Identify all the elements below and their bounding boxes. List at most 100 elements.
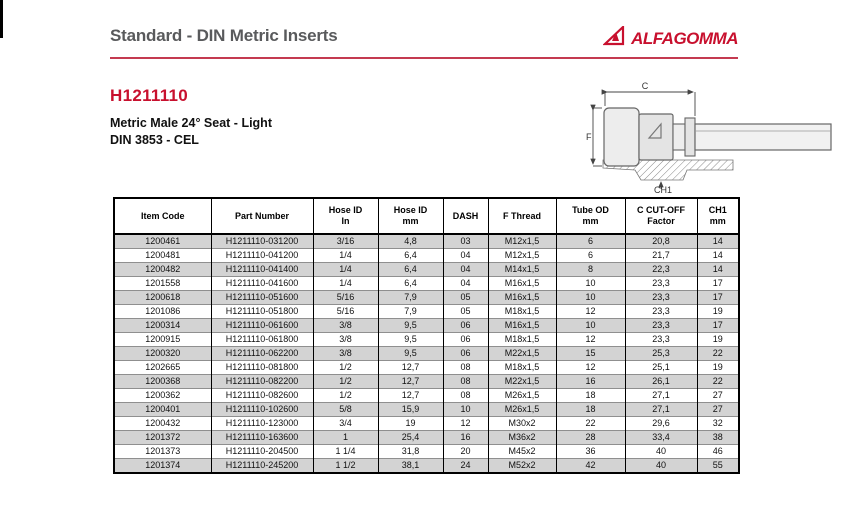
table-cell: 22 [555,416,626,431]
table-row: 1201086 H1211110-051800 5/16 7,9 05 M18x1,5 12… [113,304,740,319]
table-cell: 14 [696,262,740,277]
table-cell: 23,3 [624,290,698,305]
table-cell: M22x1,5 [487,346,557,361]
table-cell: 1200401 [113,402,212,417]
table-cell: 23,3 [624,276,698,291]
table-cell: 04 [442,276,489,291]
product-standard: DIN 3853 - CEL [110,133,199,147]
dim-label-ch1: CH1 [654,185,672,195]
table-cell: M30x2 [487,416,557,431]
table-cell: H1211110-081800 [210,360,314,375]
table-cell: 1200482 [113,262,212,277]
table-cell: 1200915 [113,332,212,347]
table-cell: H1211110-245200 [210,458,314,473]
table-cell: 17 [696,290,740,305]
table-cell: 40 [624,444,698,459]
table-row: 1200618 H1211110-051600 5/16 7,9 05 M16x1,5 10… [113,290,740,305]
table-cell: 1/2 [312,374,379,389]
page-header: Standard - DIN Metric Inserts ALFAGOMMA [110,24,738,54]
column-header-6: Tube OD mm [555,197,626,235]
table-cell: 19 [377,416,444,431]
table-row: 1202665 H1211110-081800 1/2 12,7 08 M18x1,5 12… [113,360,740,375]
table-cell: 1200432 [113,416,212,431]
table-cell: 12,7 [377,360,444,375]
table-cell: 9,5 [377,346,444,361]
table-cell: 5/16 [312,290,379,305]
table-cell: M18x1,5 [487,304,557,319]
table-cell: 08 [442,374,489,389]
table-cell: 12,7 [377,388,444,403]
table-cell: 31,8 [377,444,444,459]
table-row: 1201374 H1211110-245200 1 1/2 38,1 24 M52x2 42… [113,458,740,473]
table-cell: H1211110-051800 [210,304,314,319]
spec-table: Item Code Part Number Hose ID In Hose ID mm DA… [113,197,740,474]
table-cell: 25,4 [377,430,444,445]
table-cell: 3/8 [312,318,379,333]
column-header-3: Hose ID mm [377,197,444,235]
brand-name: ALFAGOMMA [631,28,738,48]
table-cell: H1211110-062200 [210,346,314,361]
table-cell: 18 [555,388,626,403]
table-cell: 14 [696,233,740,249]
table-cell: H1211110-051600 [210,290,314,305]
table-cell: H1211110-041400 [210,262,314,277]
fitting-nut [638,113,674,161]
table-cell: 6,4 [377,262,444,277]
table-cell: 3/4 [312,416,379,431]
table-cell: 27 [696,402,740,417]
table-row: 1200368 H1211110-082200 1/2 12,7 08 M22x1,5 16… [113,374,740,389]
table-row: 1200482 H1211110-041400 1/4 6,4 04 M14x1,5 8 22… [113,262,740,277]
table-cell: H1211110-061800 [210,332,314,347]
table-cell: H1211110-082600 [210,388,314,403]
table-row: 1200432 H1211110-123000 3/4 19 12 M30x2 22 29,6… [113,416,740,431]
table-cell: 05 [442,290,489,305]
table-cell: 33,4 [624,430,698,445]
fitting-rib [684,117,696,157]
table-cell: 5/8 [312,402,379,417]
table-cell: H1211110-031200 [210,233,314,249]
table-cell: H1211110-041200 [210,248,314,263]
table-cell: 12 [442,416,489,431]
alfagomma-triangle-icon [602,24,625,51]
table-cell: M18x1,5 [487,360,557,375]
table-row: 1200314 H1211110-061600 3/8 9,5 06 M16x1,5 10 2… [113,318,740,333]
table-cell: 14 [696,248,740,263]
table-cell: 26,1 [624,374,698,389]
page-title: Standard - DIN Metric Inserts [110,26,338,45]
table-cell: 06 [442,332,489,347]
table-cell: 1201374 [113,458,212,473]
table-cell: 6,4 [377,276,444,291]
table-header-row: Item Code Part Number Hose ID In Hose ID mm DA… [113,197,740,235]
table-cell: M16x1,5 [487,318,557,333]
nut-logo-mark [647,122,662,139]
table-cell: 1 1/4 [312,444,379,459]
table-cell: 1200481 [113,248,212,263]
table-cell: 12,7 [377,374,444,389]
table-cell: 06 [442,318,489,333]
table-cell: 12 [555,304,626,319]
table-cell: 10 [555,290,626,305]
table-cell: 12 [555,360,626,375]
fitting-neck [672,123,686,151]
table-cell: 23,3 [624,304,698,319]
table-cell: 32 [696,416,740,431]
table-cell: 7,9 [377,304,444,319]
table-cell: 1200461 [113,233,212,249]
table-cell: 1 1/2 [312,458,379,473]
table-row: 1201372 H1211110-163600 1 25,4 16 M36x2 28 33,4… [113,430,740,445]
table-cell: M14x1,5 [487,262,557,277]
column-header-2: Hose ID In [312,197,379,235]
table-cell: 1200320 [113,346,212,361]
table-cell: 24 [442,458,489,473]
table-cell: 9,5 [377,332,444,347]
column-header-1: Part Number [210,197,314,235]
table-cell: 10 [442,402,489,417]
table-cell: M36x2 [487,430,557,445]
table-cell: 1200618 [113,290,212,305]
table-cell: 6,4 [377,248,444,263]
table-cell: 25,1 [624,360,698,375]
table-row: 1200461 H1211110-031200 3/16 4,8 03 M12x1,5 6 2… [113,233,740,249]
table-cell: 03 [442,233,489,249]
table-cell: 36 [555,444,626,459]
table-cell: 20,8 [624,233,698,249]
